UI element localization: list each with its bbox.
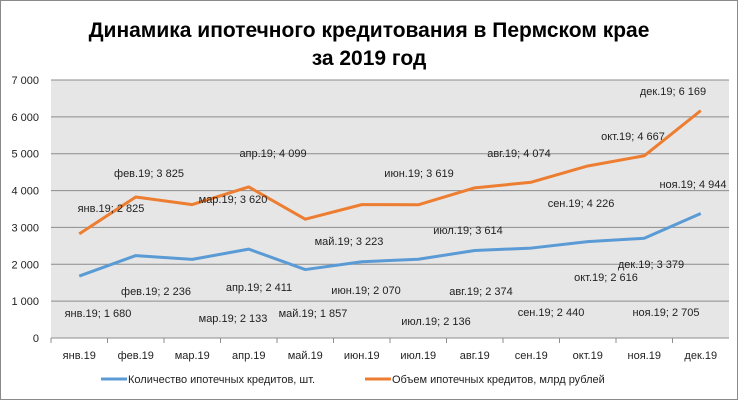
data-label: дек.19; 6 169 xyxy=(640,86,706,98)
data-label: апр.19; 2 411 xyxy=(226,282,292,294)
data-label: май.19; 3 223 xyxy=(315,236,384,248)
data-label: авг.19; 4 074 xyxy=(487,148,551,160)
x-tick-label: апр.19 xyxy=(232,350,265,362)
data-label: июн.19; 2 070 xyxy=(331,285,400,297)
data-label: сен.19; 4 226 xyxy=(548,198,615,210)
data-label: сен.19; 2 440 xyxy=(518,307,585,319)
y-tick-label: 3 000 xyxy=(11,222,39,234)
data-label: мар.19; 2 133 xyxy=(199,313,268,325)
legend-label: Количество ипотечных кредитов, шт. xyxy=(128,374,315,386)
data-label: фев.19; 2 236 xyxy=(121,286,191,298)
data-label: ноя.19; 4 944 xyxy=(659,179,726,191)
y-tick-label: 4 000 xyxy=(11,186,39,198)
data-label: апр.19; 4 099 xyxy=(239,148,306,160)
x-tick-label: май.19 xyxy=(288,350,323,362)
data-label: ноя.19; 2 705 xyxy=(632,307,699,319)
x-tick-label: дек.19 xyxy=(684,350,717,362)
legend-label: Объем ипотечных кредитов, млрд рублей xyxy=(392,374,605,386)
data-label: июн.19; 3 619 xyxy=(384,168,453,180)
x-tick-label: сен.19 xyxy=(515,350,548,362)
series-line-0 xyxy=(78,212,702,278)
data-label: авг.19; 2 374 xyxy=(449,286,513,298)
data-label: янв.19; 1 680 xyxy=(65,308,132,320)
x-tick-label: авг.19 xyxy=(460,350,490,362)
data-label: окт.19; 2 616 xyxy=(574,272,638,284)
x-tick-label: июл.19 xyxy=(400,350,436,362)
x-tick-label: янв.19 xyxy=(63,350,96,362)
y-tick-label: 1 000 xyxy=(11,296,39,308)
data-label: июл.19; 3 614 xyxy=(433,225,503,237)
x-tick-label: фев.19 xyxy=(118,350,154,362)
y-tick-label: 7 000 xyxy=(11,75,39,87)
series-line-1 xyxy=(78,109,702,236)
data-label: май.19; 1 857 xyxy=(279,308,348,320)
data-label: июл.19; 2 136 xyxy=(401,316,471,328)
y-tick-label: 0 xyxy=(33,333,39,345)
chart-title-line1: Динамика ипотечного кредитования в Пермс… xyxy=(88,19,650,42)
data-label: дек.19; 3 379 xyxy=(618,259,684,271)
x-tick-label: ноя.19 xyxy=(628,350,661,362)
y-tick-label: 2 000 xyxy=(11,259,39,271)
data-label: янв.19; 2 825 xyxy=(78,203,145,215)
plot-background xyxy=(51,80,729,338)
y-tick-label: 5 000 xyxy=(11,149,39,161)
chart-title-line2: за 2019 год xyxy=(311,47,427,70)
x-tick-label: июн.19 xyxy=(344,350,380,362)
x-tick-label: окт.19 xyxy=(573,350,603,362)
data-label: мар.19; 3 620 xyxy=(199,194,268,206)
data-label: фев.19; 3 825 xyxy=(114,168,184,180)
data-label: окт.19; 4 667 xyxy=(601,131,665,143)
y-tick-label: 6 000 xyxy=(11,112,39,124)
x-tick-label: мар.19 xyxy=(175,350,210,362)
